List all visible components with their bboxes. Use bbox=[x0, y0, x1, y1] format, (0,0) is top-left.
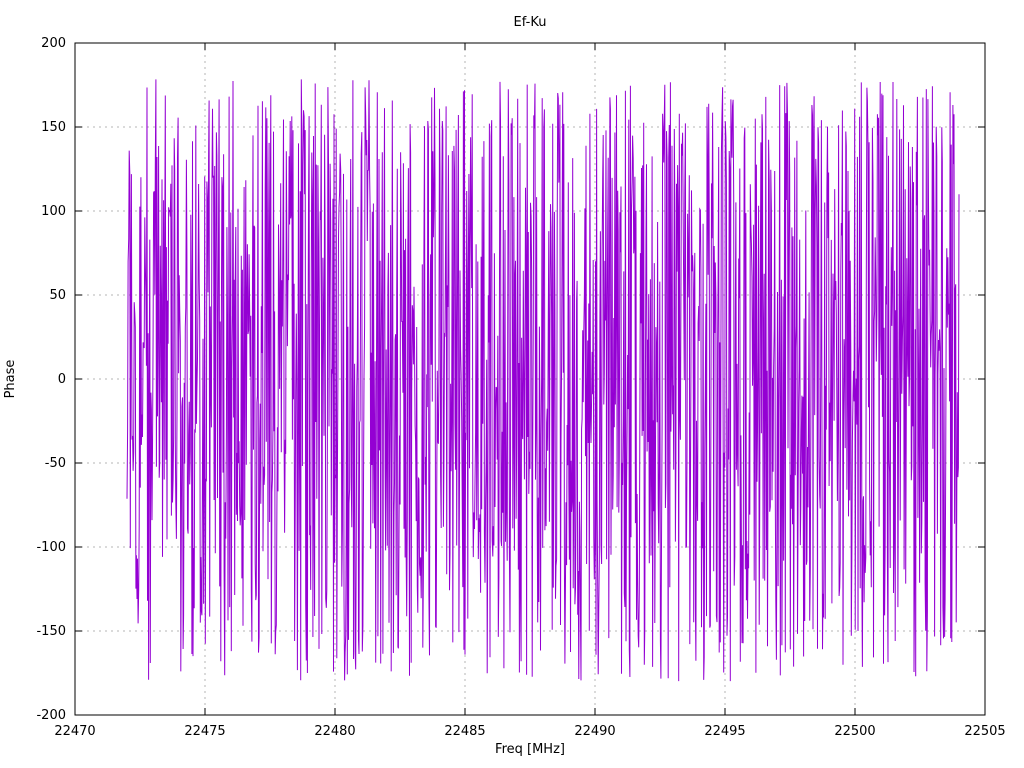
y-tick-label: 50 bbox=[49, 288, 66, 303]
x-tick-label: 22500 bbox=[834, 724, 875, 739]
y-tick-label: 150 bbox=[41, 120, 66, 135]
y-tick-label: 100 bbox=[41, 204, 66, 219]
x-tick-label: 22505 bbox=[964, 724, 1005, 739]
y-tick-label: -100 bbox=[36, 540, 66, 555]
data-series-phase bbox=[126, 79, 960, 682]
x-tick-label: 22470 bbox=[54, 724, 95, 739]
x-axis-label: Freq [MHz] bbox=[495, 742, 565, 757]
x-tick-labels: 22470 22475 22480 22485 22490 22495 22500 22505 bbox=[54, 724, 1005, 739]
x-tick-label: 22490 bbox=[574, 724, 615, 739]
x-tick-label: 22495 bbox=[704, 724, 745, 739]
y-axis-label: Phase bbox=[3, 360, 18, 399]
x-tick-label: 22485 bbox=[444, 724, 485, 739]
chart-title: Ef-Ku bbox=[514, 15, 547, 30]
y-tick-label: 200 bbox=[41, 36, 66, 51]
y-tick-label: -50 bbox=[45, 456, 66, 471]
y-tick-label: -200 bbox=[36, 708, 66, 723]
x-tick-label: 22480 bbox=[314, 724, 355, 739]
y-tick-labels: -200 -150 -100 -50 0 50 100 150 200 bbox=[36, 36, 66, 723]
y-tick-label: -150 bbox=[36, 624, 66, 639]
plot-border bbox=[74, 42, 986, 716]
x-tick-label: 22475 bbox=[184, 724, 225, 739]
y-tick-label: 0 bbox=[58, 372, 66, 387]
